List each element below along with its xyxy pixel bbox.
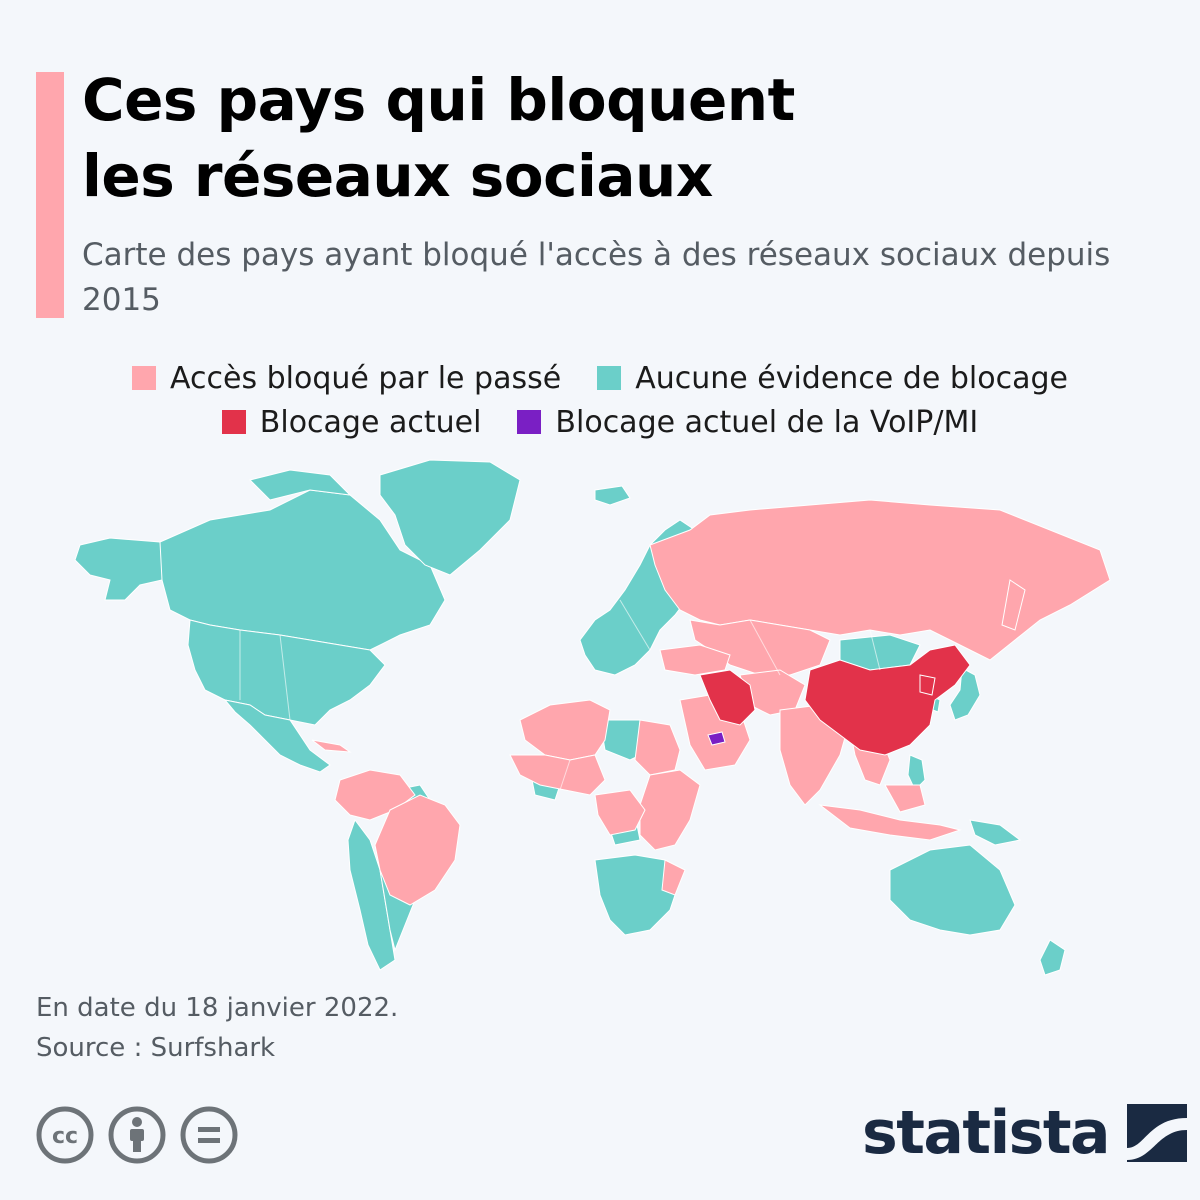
region-australia — [889, 844, 1016, 936]
legend-swatch — [517, 410, 542, 434]
legend-item-current-blocking: Blocage actuel — [221, 404, 482, 440]
region-china — [804, 644, 971, 756]
footnote: En date du 18 janvier 2022. Source : Sur… — [36, 988, 398, 1068]
title-line-1: Ces pays qui bloquent — [82, 66, 795, 134]
region-new-guinea — [969, 819, 1022, 846]
region-alaska — [74, 537, 171, 601]
region-north-africa — [519, 699, 611, 761]
region-egypt-sahel — [634, 719, 681, 776]
legend-swatch — [221, 410, 246, 434]
brand-name: statista — [862, 1098, 1111, 1168]
title-line-2: les réseaux sociaux — [82, 142, 713, 210]
past-blocked-regions — [311, 499, 1111, 906]
svg-text:cc: cc — [52, 1124, 78, 1149]
legend-swatch — [597, 366, 622, 390]
date-note: En date du 18 janvier 2022. — [36, 993, 399, 1023]
legend-swatch — [132, 366, 157, 390]
current-blocking-regions — [699, 644, 971, 756]
region-arctic-islands — [249, 469, 352, 501]
page-title: Ces pays qui bloquent les réseaux sociau… — [82, 62, 1142, 214]
legend-label: Blocage actuel de la VoIP/MI — [555, 404, 979, 440]
region-east-africa — [639, 769, 701, 851]
region-sakhalin — [1001, 579, 1026, 631]
region-central-africa-pink — [594, 789, 646, 836]
region-turkey — [659, 644, 731, 676]
no-derivatives-icon[interactable] — [180, 1106, 238, 1164]
legend-label: Aucune évidence de blocage — [635, 360, 1068, 396]
region-uae — [707, 731, 726, 746]
legend-item-voip-blocking: Blocage actuel de la VoIP/MI — [517, 405, 978, 440]
creative-commons-icon[interactable]: cc — [36, 1106, 94, 1164]
license-icons: cc — [36, 1106, 252, 1164]
region-south-america-west — [347, 818, 396, 971]
legend-item-no-evidence: Aucune évidence de blocage — [597, 361, 1068, 396]
border-lines — [239, 599, 881, 791]
voip-blocking-regions — [707, 731, 726, 746]
region-north-korea — [919, 674, 936, 696]
page-subtitle: Carte des pays ayant bloqué l'accès à de… — [82, 237, 1111, 318]
brand-logo: statista — [862, 1098, 1188, 1168]
region-new-zealand — [1039, 939, 1066, 976]
region-southern-africa — [594, 854, 681, 936]
accent-bar — [36, 72, 64, 318]
region-iceland — [594, 485, 631, 506]
legend-label: Blocage actuel — [259, 404, 482, 440]
attribution-icon[interactable] — [108, 1106, 166, 1164]
region-united-states — [187, 619, 386, 726]
world-map — [74, 459, 1111, 976]
region-japan — [949, 667, 981, 721]
region-iran — [699, 669, 756, 726]
legend-label: Accès bloqué par le passé — [170, 360, 562, 396]
source-note: Source : Surfshark — [36, 1033, 276, 1063]
legend-item-past-blocked: Accès bloqué par le passé — [132, 361, 561, 396]
region-indonesia — [818, 804, 962, 841]
region-west-africa — [509, 754, 606, 796]
region-borneo — [884, 784, 926, 813]
region-brazil — [374, 794, 461, 906]
region-mexico — [223, 699, 331, 773]
statista-wave-icon — [1127, 1104, 1188, 1162]
region-greenland — [379, 459, 521, 576]
region-cuba — [311, 739, 352, 753]
legend: Accès bloqué par le passé Aucune évidenc… — [0, 356, 1200, 444]
region-mozambique — [661, 859, 686, 896]
